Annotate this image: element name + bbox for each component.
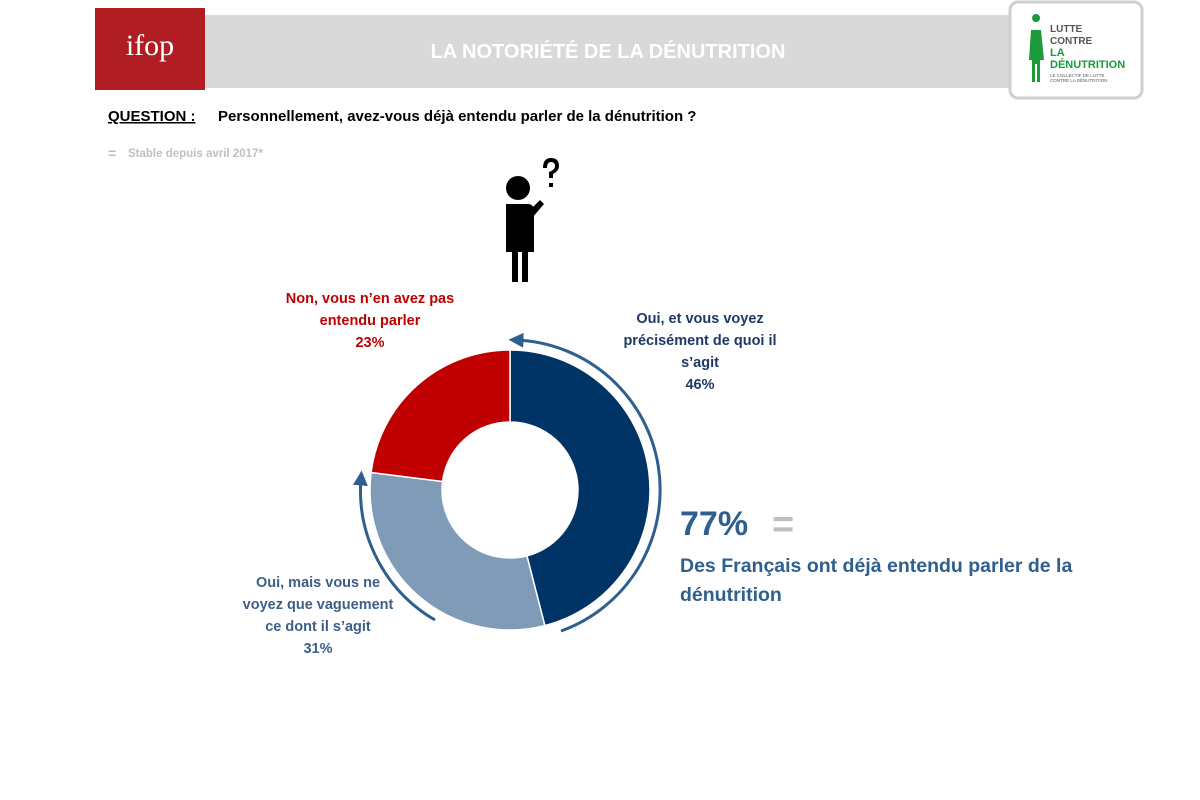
partner-tagline: CONTRE LA DÉNUTRITION bbox=[1050, 77, 1108, 83]
slice-label: Oui, et vous voyez précisément de quoi i… bbox=[620, 308, 780, 396]
note-symbol: = bbox=[108, 145, 116, 161]
donut bbox=[369, 349, 651, 631]
partner-text: DÉNUTRITION bbox=[1050, 58, 1125, 71]
value-label: 31% bbox=[303, 641, 333, 657]
slice-label: Oui, mais vous ne voyez que vaguement ce… bbox=[238, 572, 398, 660]
category-label: Oui, et vous voyez précisément de quoi i… bbox=[623, 311, 777, 371]
question-label: QUESTION : bbox=[108, 108, 196, 125]
slice-label: Non, vous n’en avez pas entendu parler 2… bbox=[280, 288, 460, 354]
ifop-logo bbox=[95, 8, 205, 90]
donut-slice bbox=[509, 349, 651, 627]
donut-slice bbox=[370, 349, 511, 483]
header-title: LA NOTORIÉTÉ DE LA DÉNUTRITION bbox=[431, 40, 786, 63]
question-text: Personnellement, avez-vous déjà entendu … bbox=[218, 108, 696, 125]
note-text: Stable depuis avril 2017* bbox=[128, 148, 263, 160]
highlight-figure: 77% bbox=[680, 505, 748, 543]
highlight-text: Des Français ont déjà entendu parler de … bbox=[680, 555, 1073, 606]
thinking-person-icon bbox=[506, 158, 559, 282]
partner-logo bbox=[1008, 0, 1144, 100]
highlight-symbol: = bbox=[772, 504, 794, 546]
ifop-logo-text: ifop bbox=[126, 29, 174, 62]
arc-arrow bbox=[508, 332, 662, 633]
category-label: Oui, mais vous ne voyez que vaguement ce… bbox=[242, 575, 394, 635]
value-label: 23% bbox=[355, 335, 385, 351]
partner-text: LUTTE bbox=[1050, 24, 1083, 35]
value-label: 46% bbox=[685, 377, 715, 393]
donut-slice bbox=[369, 471, 546, 631]
partner-figure bbox=[1029, 14, 1044, 83]
header-bar bbox=[95, 15, 1140, 88]
category-label: Non, vous n’en avez pas entendu parler bbox=[285, 291, 455, 329]
arc-arrow bbox=[352, 470, 436, 622]
partner-text: LA bbox=[1050, 47, 1065, 59]
partner-tagline: LE COLLECTIF DE LUTTE bbox=[1050, 73, 1105, 78]
partner-text: CONTRE bbox=[1050, 36, 1093, 47]
